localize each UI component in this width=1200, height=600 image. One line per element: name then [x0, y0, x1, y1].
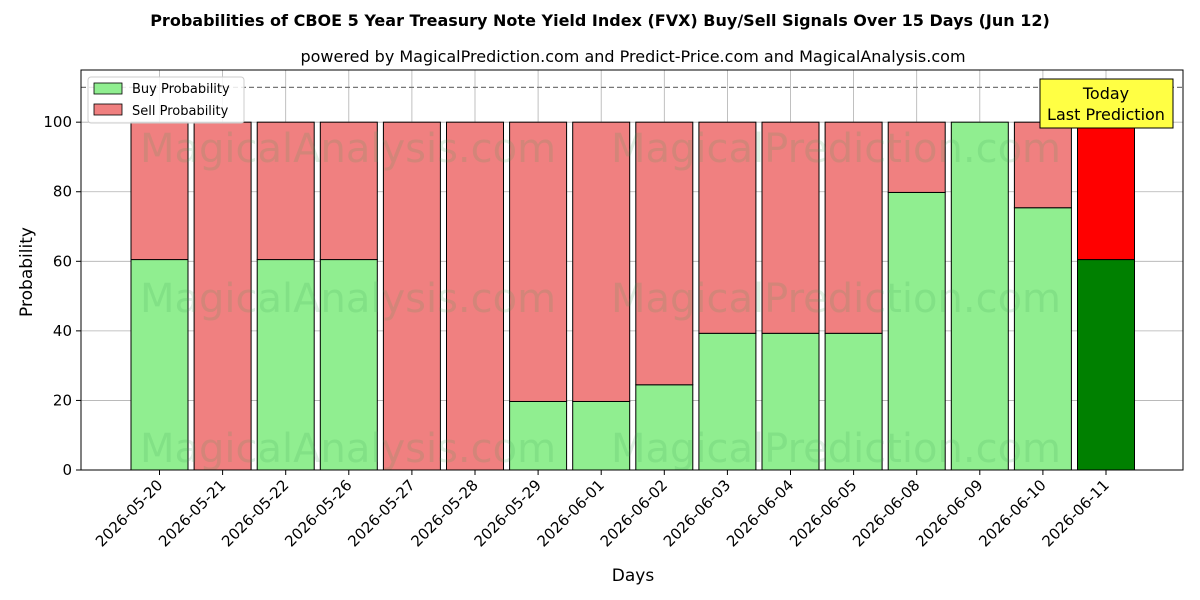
bar-buy-2026-06-04	[761, 332, 820, 471]
bar-sell-2026-06-11	[1077, 121, 1135, 261]
bar-sell-2026-05-28	[446, 121, 504, 471]
x-tick-label: 2026-05-27	[344, 476, 418, 550]
bar-sell-2026-06-01	[572, 121, 631, 402]
bar-buy-2026-06-08	[887, 191, 946, 471]
bar-sell-2026-05-26	[319, 121, 378, 261]
x-tick-label: 2026-05-22	[218, 476, 292, 550]
x-tick-label: 2026-05-26	[281, 476, 355, 550]
bar-buy-2026-06-09	[950, 121, 1009, 471]
watermark-text: MagicalAnalysis.com	[140, 276, 556, 322]
watermark-text: MagicalPrediction.com	[611, 426, 1061, 472]
today-annotation: Today Last Prediction	[1039, 78, 1174, 129]
x-tick-label: 2026-06-02	[597, 476, 671, 550]
y-tick-label: 60	[53, 252, 72, 270]
y-tick-label: 20	[53, 391, 72, 409]
today-annotation-line1: Today	[1082, 84, 1129, 103]
x-tick-label: 2026-05-20	[92, 476, 166, 550]
legend-sell-label: Sell Probability	[132, 104, 229, 119]
bar-sell-2026-06-02	[635, 121, 694, 386]
legend: Buy Probability Sell Probability	[87, 76, 245, 124]
x-tick-label: 2026-05-28	[407, 476, 481, 550]
bar-buy-2026-06-05	[824, 332, 883, 471]
x-tick-label: 2026-05-21	[155, 476, 229, 550]
watermark-text: MagicalAnalysis.com	[140, 426, 556, 472]
watermark-text: MagicalPrediction.com	[611, 276, 1061, 322]
y-tick-label: 100	[43, 113, 72, 131]
today-annotation-box	[1039, 78, 1174, 129]
x-axis-label: Days	[612, 566, 655, 586]
chart-title: Probabilities of CBOE 5 Year Treasury No…	[150, 11, 1050, 30]
bar-sell-2026-05-29	[509, 121, 568, 402]
x-tick-label: 2026-06-03	[660, 476, 734, 550]
bar-sell-2026-06-10	[1013, 121, 1072, 209]
x-tick-label: 2026-05-29	[471, 476, 545, 550]
legend-buy-label: Buy Probability	[132, 82, 230, 97]
x-tick-label: 2026-06-09	[912, 476, 986, 550]
y-tick-label: 80	[53, 183, 72, 201]
bar-buy-2026-05-26	[319, 259, 378, 471]
watermark-text: MagicalPrediction.com	[611, 126, 1061, 172]
bar-buy-2026-06-11	[1077, 259, 1135, 471]
y-tick-label: 0	[62, 461, 72, 479]
x-tick-label: 2026-06-04	[723, 476, 797, 550]
bar-buy-2026-06-02	[635, 384, 694, 471]
legend-buy-swatch	[93, 82, 123, 95]
watermarks: MagicalAnalysis.com MagicalPrediction.com…	[140, 126, 1061, 472]
bar-sell-2026-05-20	[130, 121, 189, 261]
x-tick-label: 2026-06-11	[1038, 476, 1112, 550]
bar-buy-2026-06-01	[572, 400, 631, 471]
bar-sell-2026-05-22	[256, 121, 315, 261]
bar-buy-2026-06-03	[698, 332, 757, 471]
bar-sell-2026-06-03	[698, 121, 757, 334]
legend-sell-swatch	[93, 103, 123, 116]
x-tick-label: 2026-06-08	[849, 476, 923, 550]
bar-sell-2026-05-27	[382, 121, 441, 471]
bar-sell-2026-06-04	[761, 121, 820, 334]
x-axis-ticks: 2026-05-202026-05-212026-05-222026-05-26…	[92, 470, 1113, 550]
watermark-text: MagicalAnalysis.com	[140, 126, 556, 172]
x-tick-label: 2026-06-05	[786, 476, 860, 550]
x-tick-label: 2026-06-01	[534, 476, 608, 550]
today-annotation-line2: Last Prediction	[1047, 105, 1165, 124]
x-tick-label: 2026-06-10	[975, 476, 1049, 550]
y-axis-label: Probability	[17, 227, 37, 317]
bars	[130, 121, 1135, 471]
y-axis-ticks: 0 20 40 60 80 100	[43, 113, 81, 479]
chart-subtitle: powered by MagicalPrediction.com and Pre…	[300, 47, 965, 66]
legend-box	[87, 76, 245, 124]
bar-sell-2026-06-08	[887, 121, 946, 193]
bar-sell-2026-05-21	[193, 121, 252, 471]
bar-buy-2026-06-10	[1013, 207, 1072, 471]
bar-sell-2026-06-05	[824, 121, 883, 334]
y-tick-label: 40	[53, 322, 72, 340]
plot-frame	[80, 69, 1184, 471]
